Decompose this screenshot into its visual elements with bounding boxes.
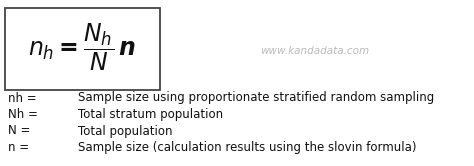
Text: Sample size (calculation results using the slovin formula): Sample size (calculation results using t… bbox=[78, 141, 417, 154]
Text: Nh =: Nh = bbox=[8, 108, 38, 121]
Text: n =: n = bbox=[8, 141, 29, 154]
FancyBboxPatch shape bbox=[5, 8, 160, 90]
Text: Total population: Total population bbox=[78, 124, 173, 137]
Text: $\boldsymbol{n_h = \dfrac{N_h}{N}\, n}$: $\boldsymbol{n_h = \dfrac{N_h}{N}\, n}$ bbox=[28, 21, 137, 73]
Text: nh =: nh = bbox=[8, 91, 36, 105]
Text: Total stratum population: Total stratum population bbox=[78, 108, 223, 121]
Text: Sample size using proportionate stratified random sampling: Sample size using proportionate stratifi… bbox=[78, 91, 434, 105]
Text: N =: N = bbox=[8, 124, 30, 137]
Text: www.kandadata.com: www.kandadata.com bbox=[260, 46, 370, 56]
